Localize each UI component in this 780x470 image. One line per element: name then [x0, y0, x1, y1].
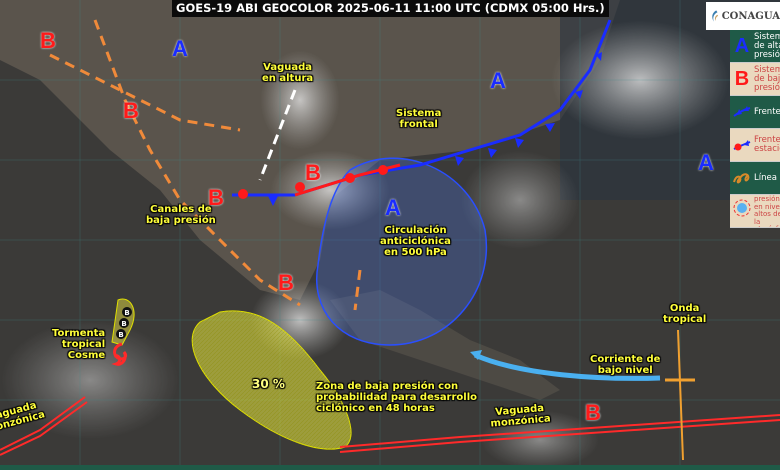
low-pressure-marker: B	[278, 270, 294, 295]
image-title: GOES-19 ABI GEOCOLOR 2025-06-11 11:00 UT…	[172, 0, 609, 17]
map-legend: ASistema de alta presión BSistema de baj…	[730, 30, 780, 228]
low-level-current	[473, 352, 661, 381]
anticyclonic-circulation	[316, 157, 488, 346]
label-frontal-system: Sistema frontal	[396, 108, 442, 130]
cold-front-icon	[730, 101, 754, 124]
legend-item-upper-high: Alta presión en niveles altos de la atmó…	[730, 195, 780, 228]
low-pressure-marker: B	[305, 160, 321, 185]
svg-text:B: B	[124, 309, 129, 317]
land-central-america	[330, 290, 560, 400]
low-pressure-troughs	[49, 19, 362, 311]
cosme-track-lows	[116, 307, 132, 339]
label-low-zone: Zona de baja presión con probabilidad pa…	[316, 381, 478, 414]
tropical-storm-icon	[111, 342, 128, 366]
monsoon-trough	[0, 396, 780, 456]
svg-text:B: B	[121, 320, 126, 328]
upper-trough	[258, 89, 297, 181]
low-pressure-marker: B	[123, 98, 139, 123]
legend-item-cold-front: Frente frío	[730, 96, 780, 129]
high-pressure-icon: A	[734, 34, 750, 57]
high-pressure-marker: A	[490, 68, 506, 93]
high-pressure-marker: A	[698, 150, 714, 175]
label-low-level-current: Corriente de bajo nivel	[590, 354, 661, 376]
stationary-front-icon	[730, 134, 754, 157]
label-probability: 30 %	[252, 377, 285, 391]
high-pressure-marker: A	[172, 36, 188, 61]
legend-item-high: ASistema de alta presión	[730, 30, 780, 63]
legend-item-low: BSistema de baja presión	[730, 63, 780, 96]
label-anticyclone: Circulación anticiclónica en 500 hPa	[380, 225, 451, 258]
label-upper-trough: Vaguada en altura	[262, 62, 314, 84]
upper-high-icon	[730, 198, 754, 224]
low-pressure-marker: B	[208, 185, 224, 210]
label-tropical-storm: Tormenta tropical Cosme	[52, 328, 106, 361]
low-pressure-marker: B	[585, 400, 601, 425]
bottom-bar	[0, 465, 780, 470]
tropical-wave	[677, 329, 684, 461]
land-usa-mexico	[0, 0, 620, 300]
legend-item-dry-line: Línea seca	[730, 162, 780, 195]
label-tropical-wave: Onda tropical	[663, 303, 707, 325]
conagua-logo: CONAGUA	[706, 2, 780, 30]
conagua-emblem-icon	[712, 10, 719, 22]
legend-item-stationary-front: Frente estacionario	[730, 129, 780, 162]
svg-text:B: B	[118, 331, 123, 339]
label-low-channels: Canales de baja presión	[146, 204, 216, 226]
low-pressure-marker: B	[40, 28, 56, 53]
high-pressure-marker: A	[385, 195, 401, 220]
dry-line-icon	[730, 167, 754, 190]
